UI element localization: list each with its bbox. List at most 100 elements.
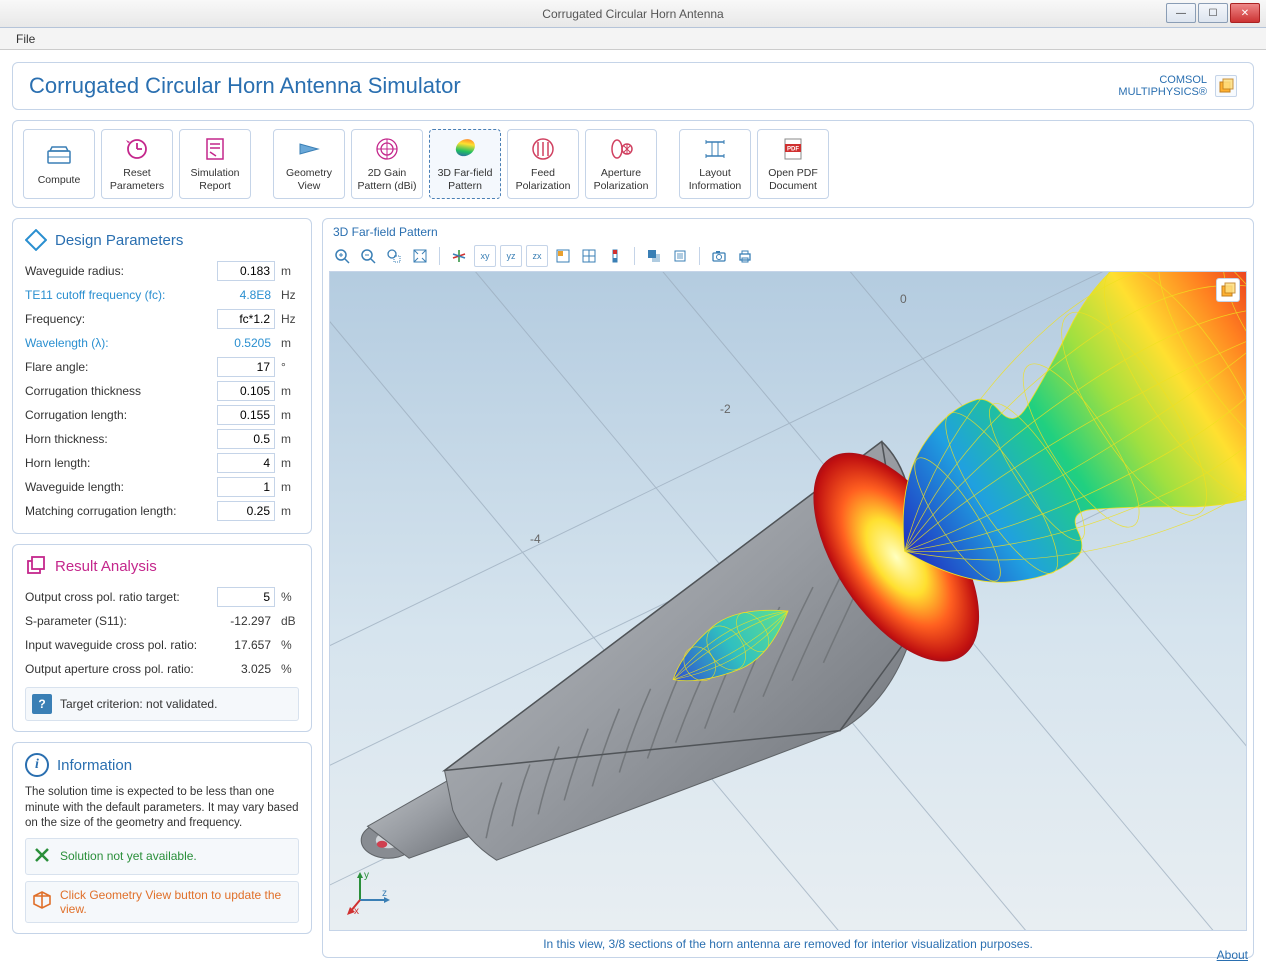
3d-far-field-button[interactable]: 3D Far-field Pattern bbox=[429, 129, 501, 199]
orbit-icon[interactable] bbox=[448, 245, 470, 267]
zoom-in-icon[interactable] bbox=[331, 245, 353, 267]
param-unit: m bbox=[275, 408, 299, 422]
brand-logo: COMSOL MULTIPHYSICS® bbox=[1118, 74, 1237, 98]
design-row: Wavelength (λ):0.5205m bbox=[25, 331, 299, 355]
result-label: S-parameter (S11): bbox=[25, 614, 217, 628]
param-label: Horn length: bbox=[25, 456, 217, 470]
param-input[interactable] bbox=[217, 309, 275, 329]
param-unit: Hz bbox=[275, 312, 299, 326]
header-frame: Corrugated Circular Horn Antenna Simulat… bbox=[12, 62, 1254, 110]
layout-information-button[interactable]: Layout Information bbox=[679, 129, 751, 199]
maximize-button[interactable]: ☐ bbox=[1198, 3, 1228, 23]
far3d-icon bbox=[451, 135, 479, 163]
param-unit: Hz bbox=[275, 288, 299, 302]
page-title: Corrugated Circular Horn Antenna Simulat… bbox=[29, 73, 461, 99]
xy-plane-icon[interactable]: xy bbox=[474, 245, 496, 267]
axis-label-m4: -4 bbox=[530, 532, 541, 546]
reset-parameters-button[interactable]: Reset Parameters bbox=[101, 129, 173, 199]
2d-gain-pattern-button[interactable]: 2D Gain Pattern (dBi) bbox=[351, 129, 423, 199]
aperture-polarization-button[interactable]: Aperture Polarization bbox=[585, 129, 657, 199]
param-label: Horn thickness: bbox=[25, 432, 217, 446]
info-status-1: Solution not yet available. bbox=[25, 838, 299, 875]
select-icon[interactable] bbox=[669, 245, 691, 267]
param-label: TE11 cutoff frequency (fc): bbox=[25, 288, 217, 302]
param-unit: m bbox=[275, 432, 299, 446]
zx-plane-icon[interactable]: zx bbox=[526, 245, 548, 267]
zoom-select-icon[interactable] bbox=[383, 245, 405, 267]
print-icon[interactable] bbox=[734, 245, 756, 267]
result-value: 17.657 bbox=[217, 638, 275, 652]
param-input[interactable] bbox=[217, 405, 275, 425]
scene-light-icon[interactable] bbox=[552, 245, 574, 267]
simulation-report-button[interactable]: Simulation Report bbox=[179, 129, 251, 199]
brand-cube-icon bbox=[1215, 75, 1237, 97]
param-input[interactable] bbox=[217, 453, 275, 473]
zoom-out-icon[interactable] bbox=[357, 245, 379, 267]
param-label: Corrugation thickness bbox=[25, 384, 217, 398]
result-value: 3.025 bbox=[217, 662, 275, 676]
param-input[interactable] bbox=[217, 501, 275, 521]
reset-icon bbox=[123, 135, 151, 163]
result-label: Output cross pol. ratio target: bbox=[25, 590, 217, 604]
info-status-1-text: Solution not yet available. bbox=[60, 849, 197, 863]
svg-text:y: y bbox=[364, 870, 369, 881]
design-row: Corrugation length: m bbox=[25, 403, 299, 427]
param-label: Frequency: bbox=[25, 312, 217, 326]
viz-canvas[interactable]: 0 -2 -4 y z x bbox=[329, 271, 1247, 931]
compute-button[interactable]: Compute bbox=[23, 129, 95, 199]
param-input[interactable] bbox=[217, 261, 275, 281]
info-status-2: Click Geometry View button to update the… bbox=[25, 881, 299, 923]
param-label: Wavelength (λ): bbox=[25, 336, 217, 350]
close-button[interactable]: ✕ bbox=[1230, 3, 1260, 23]
geometry-view-button[interactable]: Geometry View bbox=[273, 129, 345, 199]
viz-toolbar: xy yz zx bbox=[323, 241, 1253, 271]
param-input[interactable] bbox=[217, 357, 275, 377]
show-legend-icon[interactable] bbox=[604, 245, 626, 267]
design-row: Flare angle: ° bbox=[25, 355, 299, 379]
result-value: -12.297 bbox=[217, 614, 275, 628]
axis-triad: y z x bbox=[344, 868, 392, 916]
info-text: The solution time is expected to be less… bbox=[25, 785, 299, 832]
result-row: Output cross pol. ratio target:% bbox=[25, 585, 299, 609]
design-row: Horn length:m bbox=[25, 451, 299, 475]
param-input[interactable] bbox=[217, 381, 275, 401]
param-label: Flare angle: bbox=[25, 360, 217, 374]
result-unit: % bbox=[275, 662, 299, 676]
window-title: Corrugated Circular Horn Antenna bbox=[542, 7, 723, 21]
param-input[interactable] bbox=[217, 477, 275, 497]
param-unit: ° bbox=[275, 360, 299, 374]
design-title: Design Parameters bbox=[55, 232, 183, 249]
camera-icon[interactable] bbox=[708, 245, 730, 267]
design-row: Horn thickness: m bbox=[25, 427, 299, 451]
title-bar: Corrugated Circular Horn Antenna — ☐ ✕ bbox=[0, 0, 1266, 28]
open-pdf-button[interactable]: PDF Open PDF Document bbox=[757, 129, 829, 199]
param-value: 0.5205 bbox=[217, 336, 275, 350]
menu-file[interactable]: File bbox=[8, 30, 43, 48]
transparency-icon[interactable] bbox=[643, 245, 665, 267]
result-label: Output aperture cross pol. ratio: bbox=[25, 662, 217, 676]
param-label: Corrugation length: bbox=[25, 408, 217, 422]
compute-icon bbox=[45, 142, 73, 170]
result-label: Input waveguide cross pol. ratio: bbox=[25, 638, 217, 652]
design-icon bbox=[25, 229, 47, 251]
corner-logo-icon bbox=[1216, 278, 1240, 302]
svg-text:z: z bbox=[382, 888, 387, 899]
show-grid-icon[interactable] bbox=[578, 245, 600, 267]
param-input[interactable] bbox=[217, 429, 275, 449]
axis-label-0: 0 bbox=[900, 292, 907, 306]
result-unit: % bbox=[275, 638, 299, 652]
gain2d-icon bbox=[373, 135, 401, 163]
param-label: Waveguide length: bbox=[25, 480, 217, 494]
design-row: TE11 cutoff frequency (fc):4.8E8Hz bbox=[25, 283, 299, 307]
feed-polarization-button[interactable]: Feed Polarization bbox=[507, 129, 579, 199]
report-icon bbox=[201, 135, 229, 163]
result-row: S-parameter (S11):-12.297dB bbox=[25, 609, 299, 633]
about-link[interactable]: About bbox=[1217, 948, 1248, 962]
axis-label-m2: -2 bbox=[720, 402, 731, 416]
yz-plane-icon[interactable]: yz bbox=[500, 245, 522, 267]
visualization-panel: 3D Far-field Pattern xy yz zx bbox=[322, 218, 1254, 958]
result-input[interactable] bbox=[217, 587, 275, 607]
minimize-button[interactable]: — bbox=[1166, 3, 1196, 23]
zoom-extents-icon[interactable] bbox=[409, 245, 431, 267]
result-status-text: Target criterion: not validated. bbox=[60, 697, 217, 711]
